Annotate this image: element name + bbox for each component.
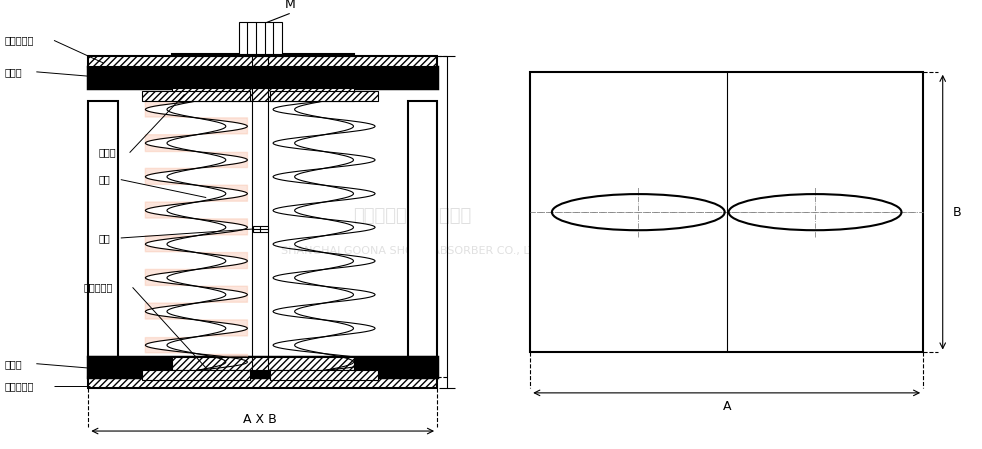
Text: 上钢板: 上钢板 (5, 67, 23, 77)
Text: 橡胶防滑垫: 橡胶防滑垫 (5, 381, 34, 391)
Bar (172, 88, 354, 101)
Bar (408, 101, 437, 357)
Text: B: B (953, 206, 961, 219)
Bar (142, 91, 250, 101)
Bar (270, 370, 378, 380)
Text: SHANGHAI GOONA SHOCK ABSORBER CO., LTD: SHANGHAI GOONA SHOCK ABSORBER CO., LTD (281, 247, 544, 256)
Bar (239, 22, 282, 54)
Bar (172, 357, 354, 370)
Bar (88, 357, 437, 377)
Text: 定位座: 定位座 (98, 148, 116, 158)
Text: 橡胶防滑垫: 橡胶防滑垫 (5, 35, 34, 45)
Bar (88, 56, 437, 67)
Text: A: A (723, 400, 731, 413)
Text: M: M (285, 0, 295, 11)
Bar (142, 370, 250, 380)
Bar (253, 225, 267, 233)
Text: 下钢板: 下钢板 (5, 359, 23, 369)
Text: A X B: A X B (244, 413, 277, 426)
Bar (88, 67, 437, 88)
Text: 上海固奥减震器有限公司: 上海固奥减震器有限公司 (354, 207, 471, 224)
Bar (530, 72, 923, 352)
Text: 内六角螺栓: 内六角螺栓 (83, 282, 113, 292)
Text: 拉杆: 拉杆 (98, 233, 110, 243)
Bar (88, 101, 118, 357)
Text: 弹簧: 弹簧 (98, 175, 110, 185)
Bar (172, 54, 354, 56)
Bar (88, 377, 437, 388)
Bar (270, 91, 378, 101)
